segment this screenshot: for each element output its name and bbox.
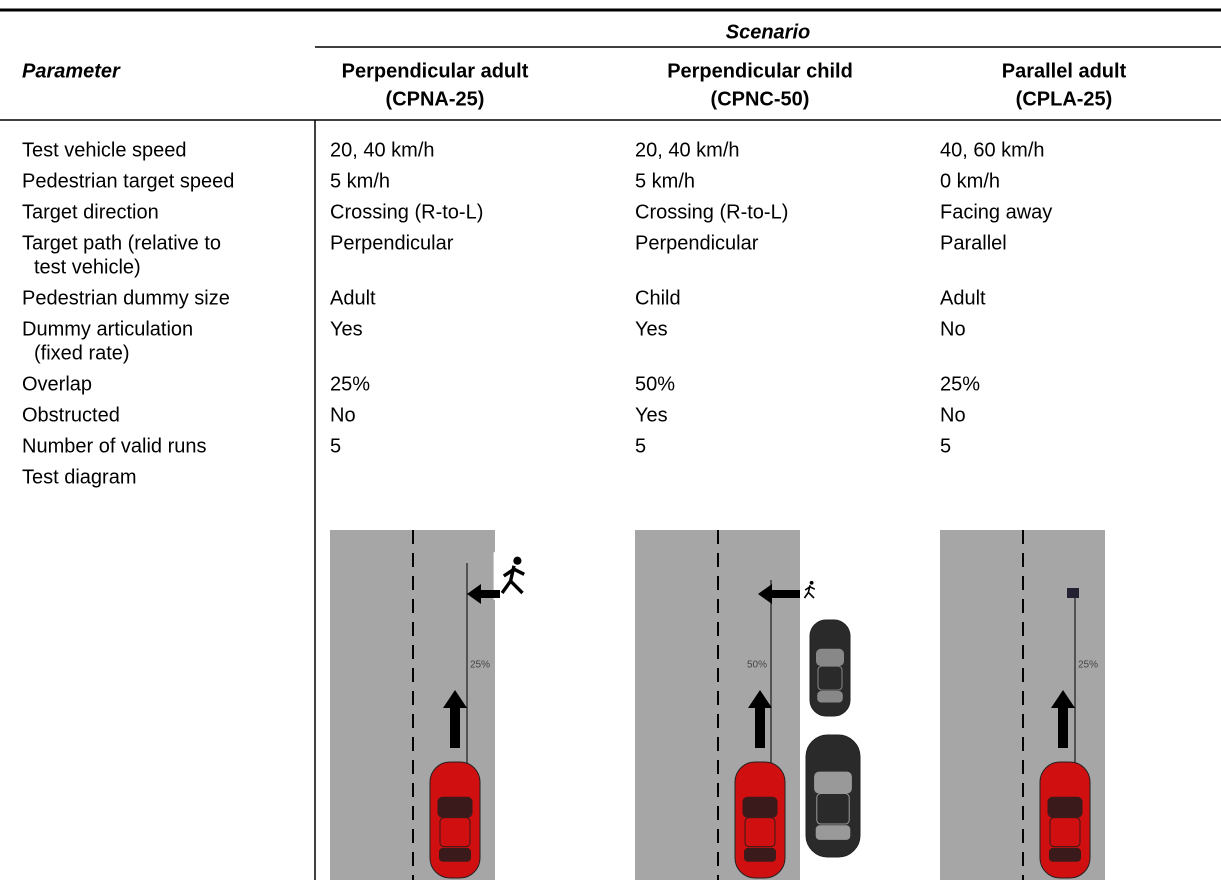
car (806, 735, 860, 857)
cell-value: Perpendicular (635, 232, 759, 254)
column-name: Parallel adult (1002, 60, 1127, 82)
column-name: Perpendicular child (667, 60, 853, 82)
windshield (1048, 797, 1083, 818)
cell-value: 40, 60 km/h (940, 139, 1045, 161)
parameter-label: test vehicle) (34, 256, 141, 278)
overlap-label: 25% (1078, 660, 1098, 671)
head (810, 581, 814, 585)
parameter-label: Number of valid runs (22, 435, 207, 457)
cell-value: 0 km/h (940, 170, 1000, 192)
car (1040, 762, 1090, 878)
cell-value: Yes (635, 318, 668, 340)
cell-value: No (940, 404, 966, 426)
rear-window (744, 848, 776, 862)
column-name: Perpendicular adult (342, 60, 529, 82)
page: {"header": {"scenario": "Scenario", "par… (0, 0, 1221, 880)
cell-value: 5 (635, 435, 646, 457)
cell-value: Yes (330, 318, 363, 340)
cell-value: Crossing (R-to-L) (635, 201, 788, 223)
cell-value: 5 (940, 435, 951, 457)
cell-value: 25% (330, 373, 370, 395)
cell-value: Facing away (940, 201, 1052, 223)
parameter-label: Dummy articulation (22, 318, 193, 340)
cell-value: 50% (635, 373, 675, 395)
rear-window (1049, 848, 1081, 862)
cell-value: Child (635, 287, 681, 309)
parameter-label: (fixed rate) (34, 342, 130, 364)
table-document: Scenario Parameter Perpendicular adult (C… (0, 0, 1221, 880)
parameter-heading: Parameter (22, 60, 121, 82)
car (430, 762, 480, 878)
cell-value: 5 km/h (635, 170, 695, 192)
rear-window (816, 825, 851, 840)
overlap-label: 50% (747, 660, 767, 671)
cell-value: Yes (635, 404, 668, 426)
roof (745, 818, 775, 847)
cell-value: No (330, 404, 356, 426)
cell-value: 20, 40 km/h (330, 139, 435, 161)
column-code: (CPNC-50) (711, 88, 810, 110)
parameter-label: Target direction (22, 201, 159, 223)
parameter-label: Target path (relative to (22, 232, 221, 254)
head (513, 557, 521, 565)
cell-value: Crossing (R-to-L) (330, 201, 483, 223)
rear-window (439, 848, 471, 862)
cell-value: 5 (330, 435, 341, 457)
roof (818, 666, 842, 690)
roof (440, 818, 470, 847)
windshield (814, 772, 852, 794)
parameter-label: Pedestrian dummy size (22, 287, 230, 309)
cell-value: 20, 40 km/h (635, 139, 740, 161)
pedestrian (800, 579, 819, 601)
car (810, 620, 850, 716)
overlap-label: 25% (470, 660, 490, 671)
roof (817, 794, 849, 825)
parameter-label: Pedestrian target speed (22, 170, 234, 192)
cell-value: 25% (940, 373, 980, 395)
parameter-label: Test vehicle speed (22, 139, 187, 161)
column-code: (CPNA-25) (386, 88, 485, 110)
cell-value: No (940, 318, 966, 340)
parameter-label: Obstructed (22, 404, 120, 426)
roof (1050, 818, 1080, 847)
cell-value: Adult (940, 287, 986, 309)
windshield (438, 797, 473, 818)
rear-window (817, 691, 843, 703)
car (735, 762, 785, 878)
scenario-heading: Scenario (726, 21, 810, 43)
cell-value: Parallel (940, 232, 1007, 254)
column-code: (CPLA-25) (1016, 88, 1113, 110)
parameter-label: Overlap (22, 373, 92, 395)
windshield (743, 797, 778, 818)
dummy (1067, 588, 1079, 598)
cell-value: Perpendicular (330, 232, 454, 254)
cell-value: Adult (330, 287, 376, 309)
cell-value: 5 km/h (330, 170, 390, 192)
parameter-label: Test diagram (22, 466, 137, 488)
windshield (816, 649, 844, 666)
